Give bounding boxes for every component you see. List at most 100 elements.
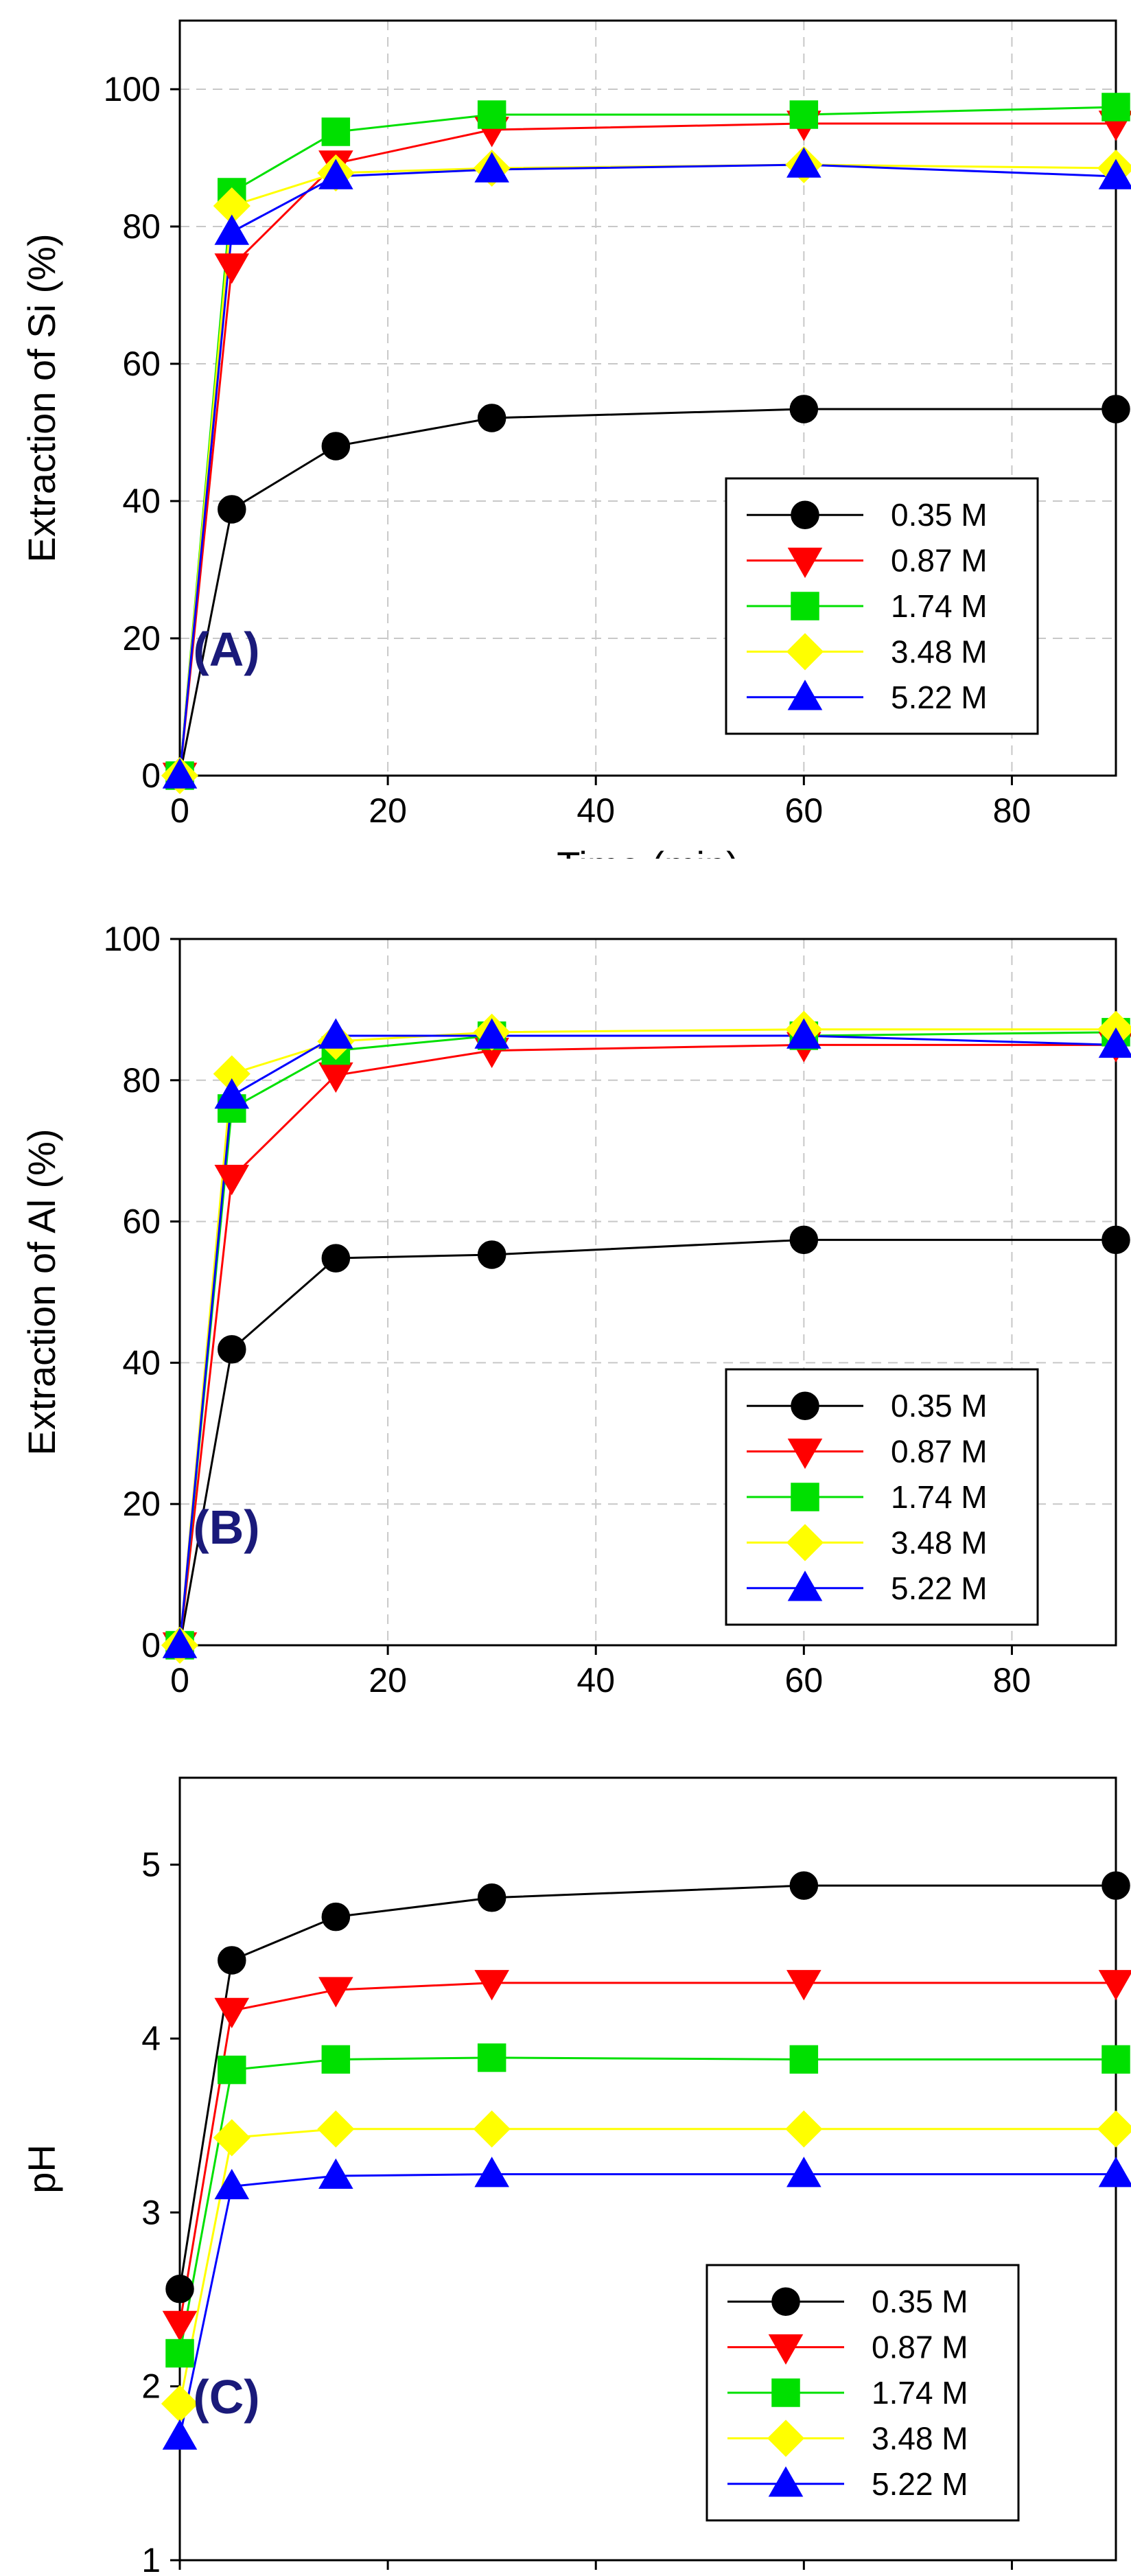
x-tick-label-a: 60	[785, 791, 824, 830]
y-tick-label-c: 4	[141, 2019, 161, 2058]
legend-marker-c-2	[771, 2378, 800, 2407]
series-line-c-4	[178, 2173, 1116, 2437]
chart-panel-a: 0 20 40 60 80 0 20 40 60 80 100 Time (min) Extractio…	[0, 0, 1131, 859]
series-b-1	[178, 1043, 1116, 1646]
data-point-c-3	[785, 2110, 823, 2148]
legend-label-a-1: 0.87 M	[891, 543, 988, 579]
x-tick-label-b: 80	[993, 1661, 1031, 1699]
data-point-c-4	[214, 2168, 250, 2200]
series-b-0	[178, 1238, 1116, 1646]
legend-marker-c-1	[768, 2334, 804, 2365]
legend-marker-b-0	[791, 1391, 819, 1420]
y-tick-label-a: 100	[104, 70, 161, 108]
series-a-2	[178, 106, 1117, 776]
series-markers-c-1	[162, 1970, 1131, 2341]
series-markers-c-4	[162, 2157, 1131, 2450]
data-point-c-3	[317, 2110, 355, 2148]
series-line-b-1	[178, 1043, 1116, 1646]
legend-label-a-2: 1.74 M	[891, 588, 988, 624]
data-point-b-4	[474, 1018, 509, 1049]
data-point-b-4	[1098, 1027, 1131, 1058]
data-point-c-4	[474, 2157, 509, 2188]
plot-frame-b	[178, 938, 1117, 1647]
data-point-b-4	[162, 1627, 198, 1658]
legend-marker-b-1	[787, 1438, 823, 1470]
data-point-c-1	[474, 1970, 509, 2001]
data-point-b-0	[321, 1244, 351, 1273]
data-point-a-0	[1101, 395, 1130, 423]
data-point-c-1	[1098, 1970, 1131, 2001]
chart-panel-c: 02040608012345Time (min)pH(C)0.35 M0.87 …	[0, 1717, 1131, 2576]
legend-label-b-3: 3.48 M	[891, 1524, 988, 1560]
series-line-a-1	[178, 122, 1116, 776]
data-point-c-2	[218, 2055, 246, 2085]
data-point-a-2	[789, 100, 819, 129]
y-tick-label-b: 20	[122, 1485, 161, 1523]
data-point-c-4	[162, 2419, 198, 2450]
x-tick-label-a: 20	[369, 791, 407, 830]
data-point-b-0	[1101, 1225, 1130, 1255]
legend-label-c-2: 1.74 M	[872, 2375, 968, 2411]
series-c-3	[178, 2128, 1116, 2404]
data-point-c-3	[213, 2119, 250, 2157]
chart-panel-b: 0 20 40 60 80 0 20 40 60 80 100 Time (min) Extractio…	[0, 859, 1131, 1717]
x-tick-label-b: 40	[576, 1661, 615, 1699]
legend-marker-a-0	[791, 500, 819, 529]
series-a-4	[178, 163, 1117, 776]
series-line-b-0	[178, 1238, 1116, 1646]
series-markers-a-4	[162, 147, 1131, 789]
data-point-b-1	[214, 1165, 250, 1196]
x-tick-label-a: 0	[170, 791, 189, 830]
data-point-c-0	[321, 1902, 351, 1931]
data-point-c-0	[477, 1883, 506, 1912]
y-tick-label-c: 3	[141, 2193, 161, 2231]
series-b-4	[178, 1034, 1117, 1646]
data-point-c-2	[1101, 2045, 1130, 2074]
x-axis-title-a: Time (min)	[557, 844, 738, 859]
data-point-a-2	[321, 117, 351, 146]
data-point-c-1	[162, 2310, 198, 2341]
data-point-c-0	[1101, 1871, 1130, 1900]
series-line-a-2	[178, 106, 1117, 776]
data-point-c-2	[165, 2339, 194, 2368]
x-tick-label-b: 0	[170, 1661, 189, 1699]
legend-marker-b-2	[791, 1483, 819, 1511]
y-tick-label-a: 80	[122, 207, 161, 246]
data-point-a-4	[1098, 159, 1131, 189]
data-point-a-0	[218, 495, 246, 524]
legend-marker-a-2	[791, 592, 819, 620]
x-tick-label-a: 80	[993, 791, 1031, 830]
data-point-a-2	[477, 100, 506, 129]
legend-label-c-1: 0.87 M	[872, 2330, 968, 2365]
data-point-a-2	[1101, 93, 1130, 121]
y-tick-label-b: 40	[122, 1343, 161, 1382]
data-point-b-4	[318, 1018, 353, 1049]
legend-label-c-0: 0.35 M	[872, 2284, 968, 2319]
x-tick-label-b: 20	[369, 1661, 407, 1699]
data-point-a-1	[214, 253, 250, 284]
legend-label-a-0: 0.35 M	[891, 497, 988, 533]
y-tick-label-a: 60	[122, 345, 161, 383]
chart-c-svg: 02040608012345Time (min)pH(C)0.35 M0.87 …	[20, 1776, 1131, 2576]
y-tick-label-c: 5	[141, 1846, 161, 1884]
legend-marker-c-0	[771, 2287, 800, 2316]
legend-b: 0.35 M 0.87 M 1.74 M 3.48 M 5.22 M	[725, 1368, 1039, 1626]
legend-marker-c-3	[767, 2420, 805, 2457]
panel-label-a: (A)	[193, 623, 259, 676]
data-point-c-2	[789, 2045, 819, 2074]
data-point-c-1	[214, 1997, 250, 2028]
data-point-c-0	[789, 1871, 819, 1900]
chart-b-svg: 0 20 40 60 80 0 20 40 60 80 100 Time (min) Extractio…	[20, 920, 1131, 1717]
y-tick-label-a: 20	[122, 619, 161, 658]
y-axis-title-b: Extraction of Al (%)	[20, 1128, 63, 1455]
series-c-2	[178, 2056, 1116, 2354]
panel-label-b: (B)	[193, 1500, 259, 1554]
series-line-a-0	[178, 408, 1116, 776]
data-point-a-4	[474, 152, 509, 183]
x-tick-label-b: 60	[785, 1661, 824, 1699]
y-tick-label-b: 80	[122, 1061, 161, 1100]
data-point-c-2	[477, 2043, 506, 2072]
data-point-a-0	[789, 395, 819, 423]
series-line-c-2	[178, 2056, 1116, 2354]
legend-marker-a-1	[787, 547, 823, 579]
